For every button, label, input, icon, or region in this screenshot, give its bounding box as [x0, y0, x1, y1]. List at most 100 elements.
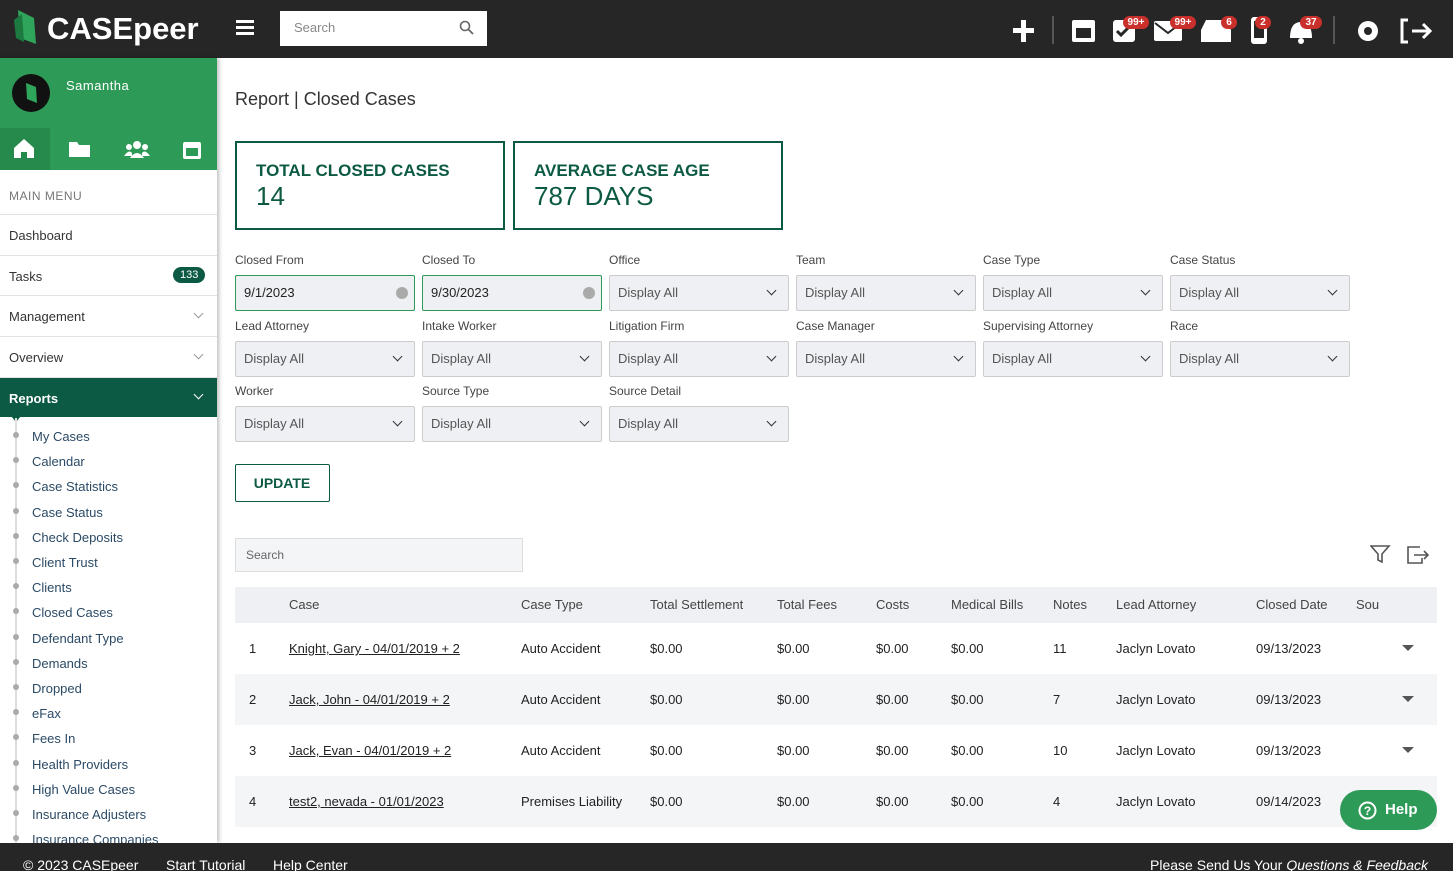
table-search-placeholder: Search [246, 548, 285, 562]
filter-select[interactable]: Display All [422, 341, 602, 377]
table-cell: 11 [1053, 641, 1067, 656]
filter-value: Display All [431, 416, 491, 431]
column-header: Total Settlement [650, 597, 744, 612]
row-expand[interactable] [1402, 645, 1414, 651]
filter-select[interactable]: Display All [609, 341, 789, 377]
chevron [193, 308, 204, 319]
table-cell: Auto Accident [521, 743, 601, 758]
menu-item-label: Overview [9, 350, 64, 366]
filter-value: Display All [805, 351, 865, 366]
case-link[interactable]: test2, nevada - 01/01/2023 [289, 794, 444, 809]
menu-toggle[interactable] [236, 19, 255, 36]
footer-link[interactable]: Start Tutorial [166, 857, 246, 873]
column-header: Medical Bills [951, 597, 1024, 612]
table-cell: $0.00 [951, 692, 984, 707]
table-row [235, 776, 1437, 827]
icon-shape [142, 144, 148, 150]
table-tools[interactable] [1370, 544, 1430, 566]
table-cell: Auto Accident [521, 692, 601, 707]
report-link[interactable]: Closed Cases [32, 605, 113, 621]
table-search[interactable]: Search [235, 538, 523, 572]
table-cell: $0.00 [876, 743, 909, 758]
row-expand[interactable] [1402, 747, 1414, 753]
badge-count: 37 [1300, 16, 1322, 29]
table-cell: Jaclyn Lovato [1116, 743, 1196, 758]
rail-dot [13, 633, 19, 640]
search-box[interactable]: Search [280, 11, 487, 46]
report-link[interactable]: Insurance Adjusters [32, 807, 147, 822]
report-link[interactable]: Check Deposits [32, 529, 124, 545]
table-row [235, 725, 1437, 776]
search-placeholder: Search [294, 20, 336, 35]
date-input[interactable]: 9/1/2023 [235, 275, 415, 311]
date-input[interactable]: 9/30/2023 [422, 275, 602, 311]
icon-shape [1115, 24, 1132, 38]
menu-item-label: Dashboard [9, 228, 73, 243]
avatar [12, 74, 50, 112]
report-link[interactable]: Fees In [32, 731, 76, 747]
report-link[interactable]: Demands [32, 655, 88, 671]
filter-value: Display All [1179, 351, 1239, 366]
menu-item[interactable]: Management [0, 295, 217, 335]
search-icon [459, 20, 474, 35]
menu-item[interactable]: Tasks 133 [0, 254, 217, 295]
table-cell: $0.00 [777, 641, 810, 656]
menu-item[interactable]: Reports [0, 376, 217, 417]
report-link[interactable]: Client Trust [32, 555, 98, 570]
report-link[interactable]: eFax [32, 706, 61, 722]
filter-select[interactable]: Display All [609, 406, 789, 442]
report-link[interactable]: High Value Cases [32, 781, 136, 797]
report-link[interactable]: My Cases [32, 429, 90, 444]
filter-select[interactable]: Display All [983, 341, 1163, 377]
menu-item-label: Tasks [9, 268, 43, 284]
icon-shape [1013, 28, 1034, 33]
report-link[interactable]: Case Status [32, 504, 103, 520]
toolbar-icons[interactable] [1000, 0, 1453, 58]
menu-item[interactable]: Dashboard [0, 214, 217, 254]
rail-dot [13, 558, 19, 564]
feedback-link[interactable]: Questions & Feedback [1286, 857, 1428, 873]
filter-select[interactable]: Display All [796, 275, 976, 311]
filter-select[interactable]: Display All [235, 341, 415, 377]
filter-value: Display All [992, 351, 1052, 366]
chevron [766, 351, 777, 362]
icon-shape [459, 20, 471, 32]
logo-icon [14, 10, 36, 44]
update-button[interactable]: UPDATE [235, 464, 330, 502]
menu-item[interactable]: Overview [0, 336, 217, 376]
filter-select[interactable]: Display All [1170, 341, 1350, 377]
report-link[interactable]: Case Statistics [32, 479, 118, 495]
chevron [766, 285, 777, 296]
chevron [1140, 351, 1151, 362]
table-cell: 3 [249, 743, 257, 758]
report-link[interactable]: Health Providers [32, 756, 129, 772]
filter-select[interactable]: Display All [1170, 275, 1350, 311]
icon-shape [14, 139, 34, 158]
filter-select[interactable]: Display All [422, 406, 602, 442]
user-name: Samantha [66, 78, 130, 93]
report-link[interactable]: Insurance Companies [32, 832, 159, 843]
row-expand[interactable] [1402, 696, 1414, 702]
filter-select[interactable]: Display All [235, 406, 415, 442]
feedback: Please Send Us Your Questions & Feedback [1150, 857, 1428, 873]
sidebar-tabs[interactable] [0, 128, 217, 170]
icon-shape [467, 28, 474, 35]
filter-select[interactable]: Display All [983, 275, 1163, 311]
case-link[interactable]: Jack, John - 04/01/2019 + 2 [289, 692, 450, 707]
filter-select[interactable]: Display All [796, 341, 976, 377]
table-cell: Premises Liability [521, 794, 623, 809]
report-link[interactable]: Clients [32, 580, 72, 596]
report-link[interactable]: Calendar [32, 454, 85, 470]
help-button[interactable]: Help ? [1340, 790, 1437, 830]
notification-badge: 37 [1291, 12, 1331, 30]
table-cell: Auto Accident [521, 641, 601, 656]
update-label: UPDATE [253, 475, 311, 491]
filter-value: Display All [618, 285, 678, 300]
case-link[interactable]: Jack, Evan - 04/01/2019 + 2 [289, 743, 452, 758]
footer-link[interactable]: Help Center [273, 857, 348, 873]
stat-label: TOTAL CLOSED CASES [256, 161, 450, 180]
report-link[interactable]: Defendant Type [32, 630, 124, 646]
report-link[interactable]: Dropped [32, 681, 82, 696]
filter-select[interactable]: Display All [609, 275, 789, 311]
case-link[interactable]: Knight, Gary - 04/01/2019 + 2 [289, 641, 460, 656]
